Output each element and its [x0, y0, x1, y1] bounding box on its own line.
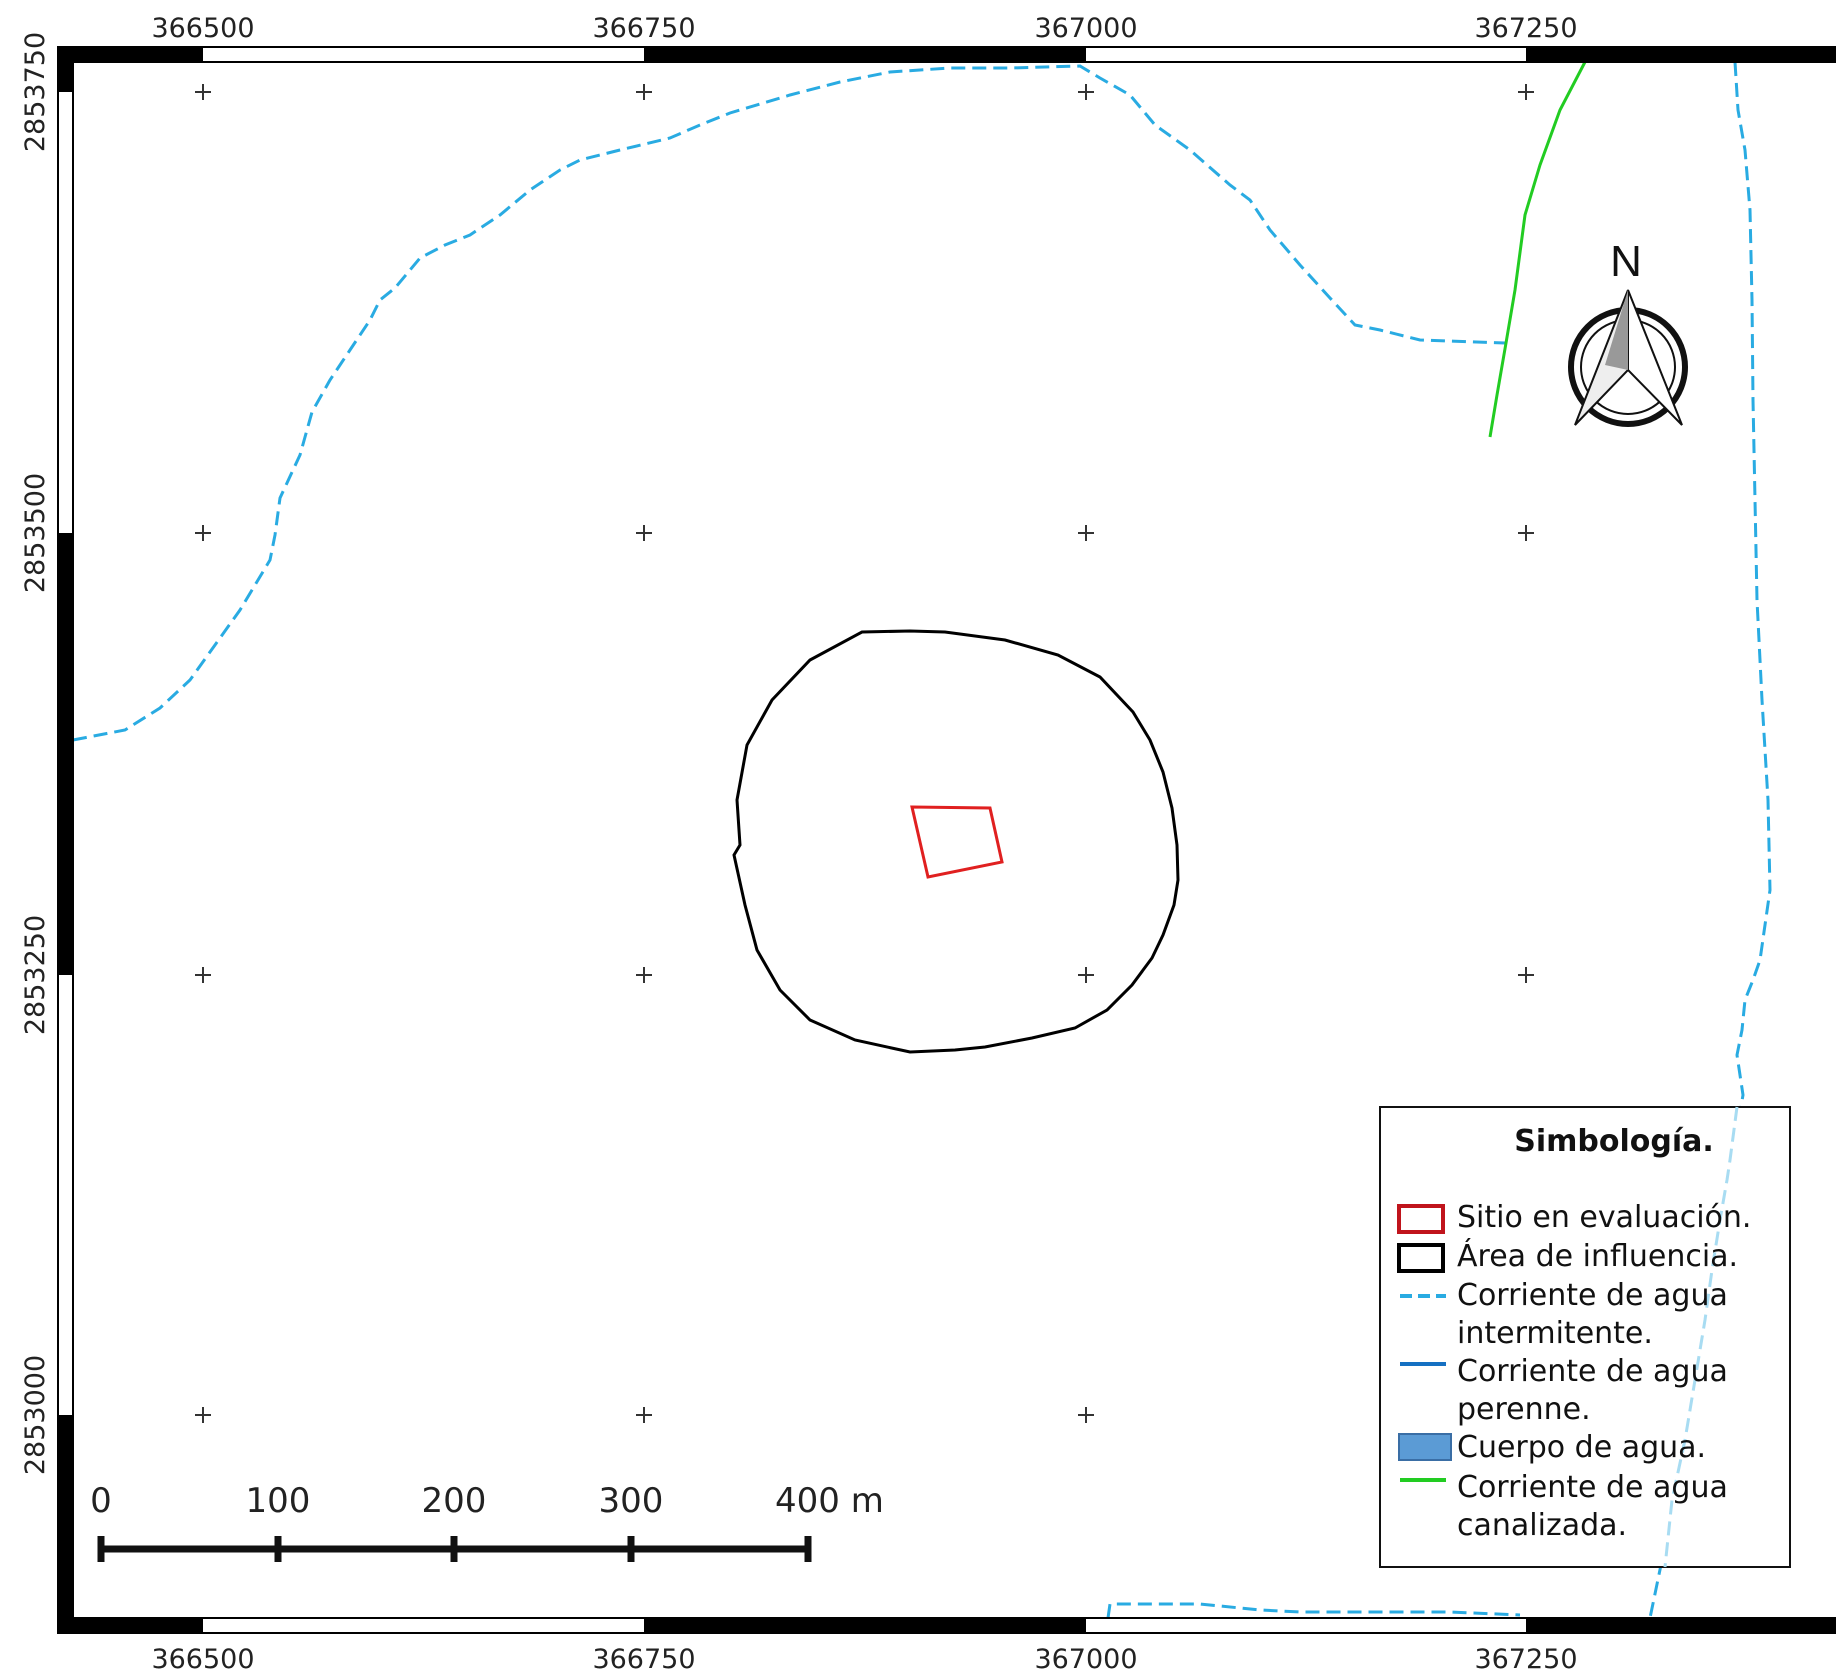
- legend: Simbología. Sitio en evaluación. Área de…: [1379, 1106, 1791, 1568]
- x-tick-bottom: 367000: [1034, 1644, 1137, 1674]
- y-coordinates-left: 2853750 2853500 2853250 2853000: [20, 32, 51, 1475]
- stream-east: [1648, 61, 1772, 1619]
- y-tick: 2853250: [20, 915, 51, 1035]
- scale-bar: 0 100 200 300 400 m: [90, 1481, 884, 1562]
- frame-bottom-black-2: [644, 1618, 1086, 1633]
- legend-title: Simbología.: [1514, 1124, 1714, 1159]
- legend-perennial-label-2: perenne.: [1457, 1392, 1591, 1427]
- legend-perennial-label: Corriente de agua: [1457, 1354, 1728, 1389]
- legend-waterbody-label: Cuerpo de agua.: [1457, 1430, 1706, 1465]
- legend-canalized-label-2: canalizada.: [1457, 1508, 1627, 1543]
- scale-label: 300: [599, 1481, 664, 1521]
- north-arrow-shade: [1605, 290, 1628, 370]
- x-tick-bottom: 367250: [1474, 1644, 1577, 1674]
- x-tick-top: 366500: [151, 13, 254, 44]
- map-frame: [57, 46, 1836, 1634]
- y-tick: 2853750: [20, 32, 51, 152]
- north-label: N: [1610, 237, 1642, 286]
- intermittent-streams: [72, 61, 1772, 1619]
- legend-waterbody-symbol: [1398, 1433, 1452, 1461]
- legend-influence-label: Área de influencia.: [1457, 1238, 1738, 1274]
- legend-site-symbol: [1397, 1204, 1445, 1234]
- scale-label: 400 m: [775, 1481, 884, 1521]
- influence-area: [732, 629, 1180, 1054]
- x-tick-bottom: 366750: [592, 1644, 695, 1674]
- evaluation-site: [910, 805, 1004, 879]
- x-coordinates-bottom: 366500 366750 367000 367250: [151, 1644, 1577, 1674]
- frame-bottom-black-3: [1526, 1618, 1836, 1633]
- stream-south: [1106, 1602, 1521, 1619]
- y-tick: 2853500: [20, 473, 51, 593]
- legend-influence-symbol: [1397, 1243, 1445, 1273]
- scale-label: 200: [422, 1481, 487, 1521]
- legend-site-label: Sitio en evaluación.: [1457, 1200, 1751, 1235]
- x-tick-bottom: 366500: [151, 1644, 254, 1674]
- frame-top-black-2: [644, 47, 1086, 62]
- legend-canalized-label: Corriente de agua: [1457, 1470, 1728, 1505]
- y-tick: 2853000: [20, 1355, 51, 1475]
- frame-bottom-black-1: [58, 1618, 203, 1633]
- frame-left-black-2: [58, 533, 73, 975]
- north-arrow: N: [1568, 237, 1688, 427]
- legend-box: [1379, 1106, 1791, 1568]
- x-tick-top: 367250: [1474, 13, 1577, 44]
- canalized-stream: [1488, 61, 1587, 438]
- frame-top-black-1: [58, 47, 203, 62]
- stream-east-under-legend: [1663, 1106, 1739, 1568]
- frame-left-black-3: [58, 1415, 73, 1633]
- legend-intermittent-label: Corriente de agua: [1457, 1278, 1728, 1313]
- x-tick-top: 366750: [592, 13, 695, 44]
- x-coordinates-top: 366500 366750 367000 367250: [151, 13, 1577, 44]
- stream-north-west: [72, 64, 1506, 742]
- x-tick-top: 367000: [1034, 13, 1137, 44]
- frame-left-black-1: [58, 47, 73, 92]
- legend-intermittent-label-2: intermitente.: [1457, 1316, 1653, 1351]
- frame-top-black-3: [1526, 47, 1836, 62]
- scale-label: 0: [90, 1481, 112, 1521]
- scale-label: 100: [246, 1481, 311, 1521]
- grid-crosses: [195, 84, 1534, 1423]
